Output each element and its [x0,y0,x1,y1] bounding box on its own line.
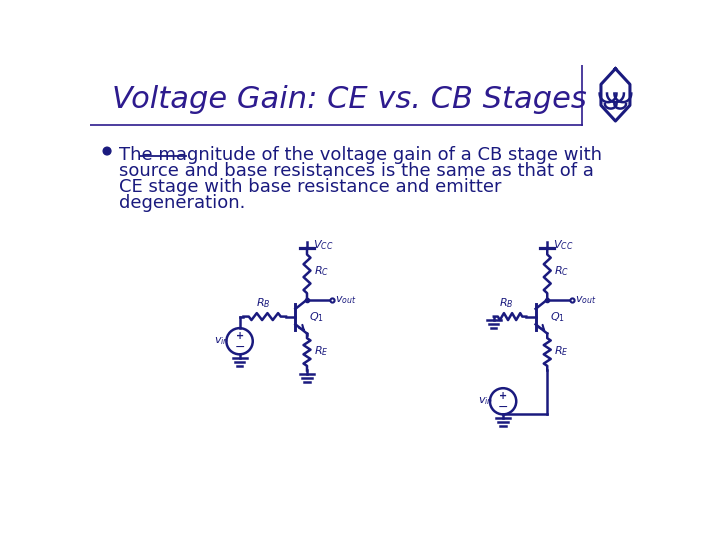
Text: The magnitude of the voltage gain of a CB stage with: The magnitude of the voltage gain of a C… [120,146,603,164]
Text: $v_{in}$: $v_{in}$ [214,335,229,347]
Text: $R_B$: $R_B$ [499,296,513,310]
Text: $V_{CC}$: $V_{CC}$ [313,238,333,252]
Text: $Q_1$: $Q_1$ [310,310,324,324]
Text: $V_{CC}$: $V_{CC}$ [554,238,574,252]
Text: $R_E$: $R_E$ [554,345,569,358]
Text: $R_C$: $R_C$ [314,265,329,278]
Text: −: − [234,341,245,354]
Circle shape [103,147,111,155]
Text: +: + [235,331,243,341]
Text: CE stage with base resistance and emitter: CE stage with base resistance and emitte… [120,178,502,196]
Text: Voltage Gain: CE vs. CB Stages: Voltage Gain: CE vs. CB Stages [112,85,587,114]
Text: −: − [498,401,508,414]
Text: $v_{out}$: $v_{out}$ [335,294,356,306]
Text: degeneration.: degeneration. [120,194,246,212]
Text: +: + [499,392,507,401]
Text: source and base resistances is the same as that of a: source and base resistances is the same … [120,162,594,180]
Text: $Q_1$: $Q_1$ [549,310,564,324]
Text: $R_E$: $R_E$ [314,345,328,358]
Text: $R_B$: $R_B$ [256,296,271,310]
Text: $v_{out}$: $v_{out}$ [575,294,597,306]
Text: $R_C$: $R_C$ [554,265,570,278]
Text: $v_{in}$: $v_{in}$ [477,395,492,407]
